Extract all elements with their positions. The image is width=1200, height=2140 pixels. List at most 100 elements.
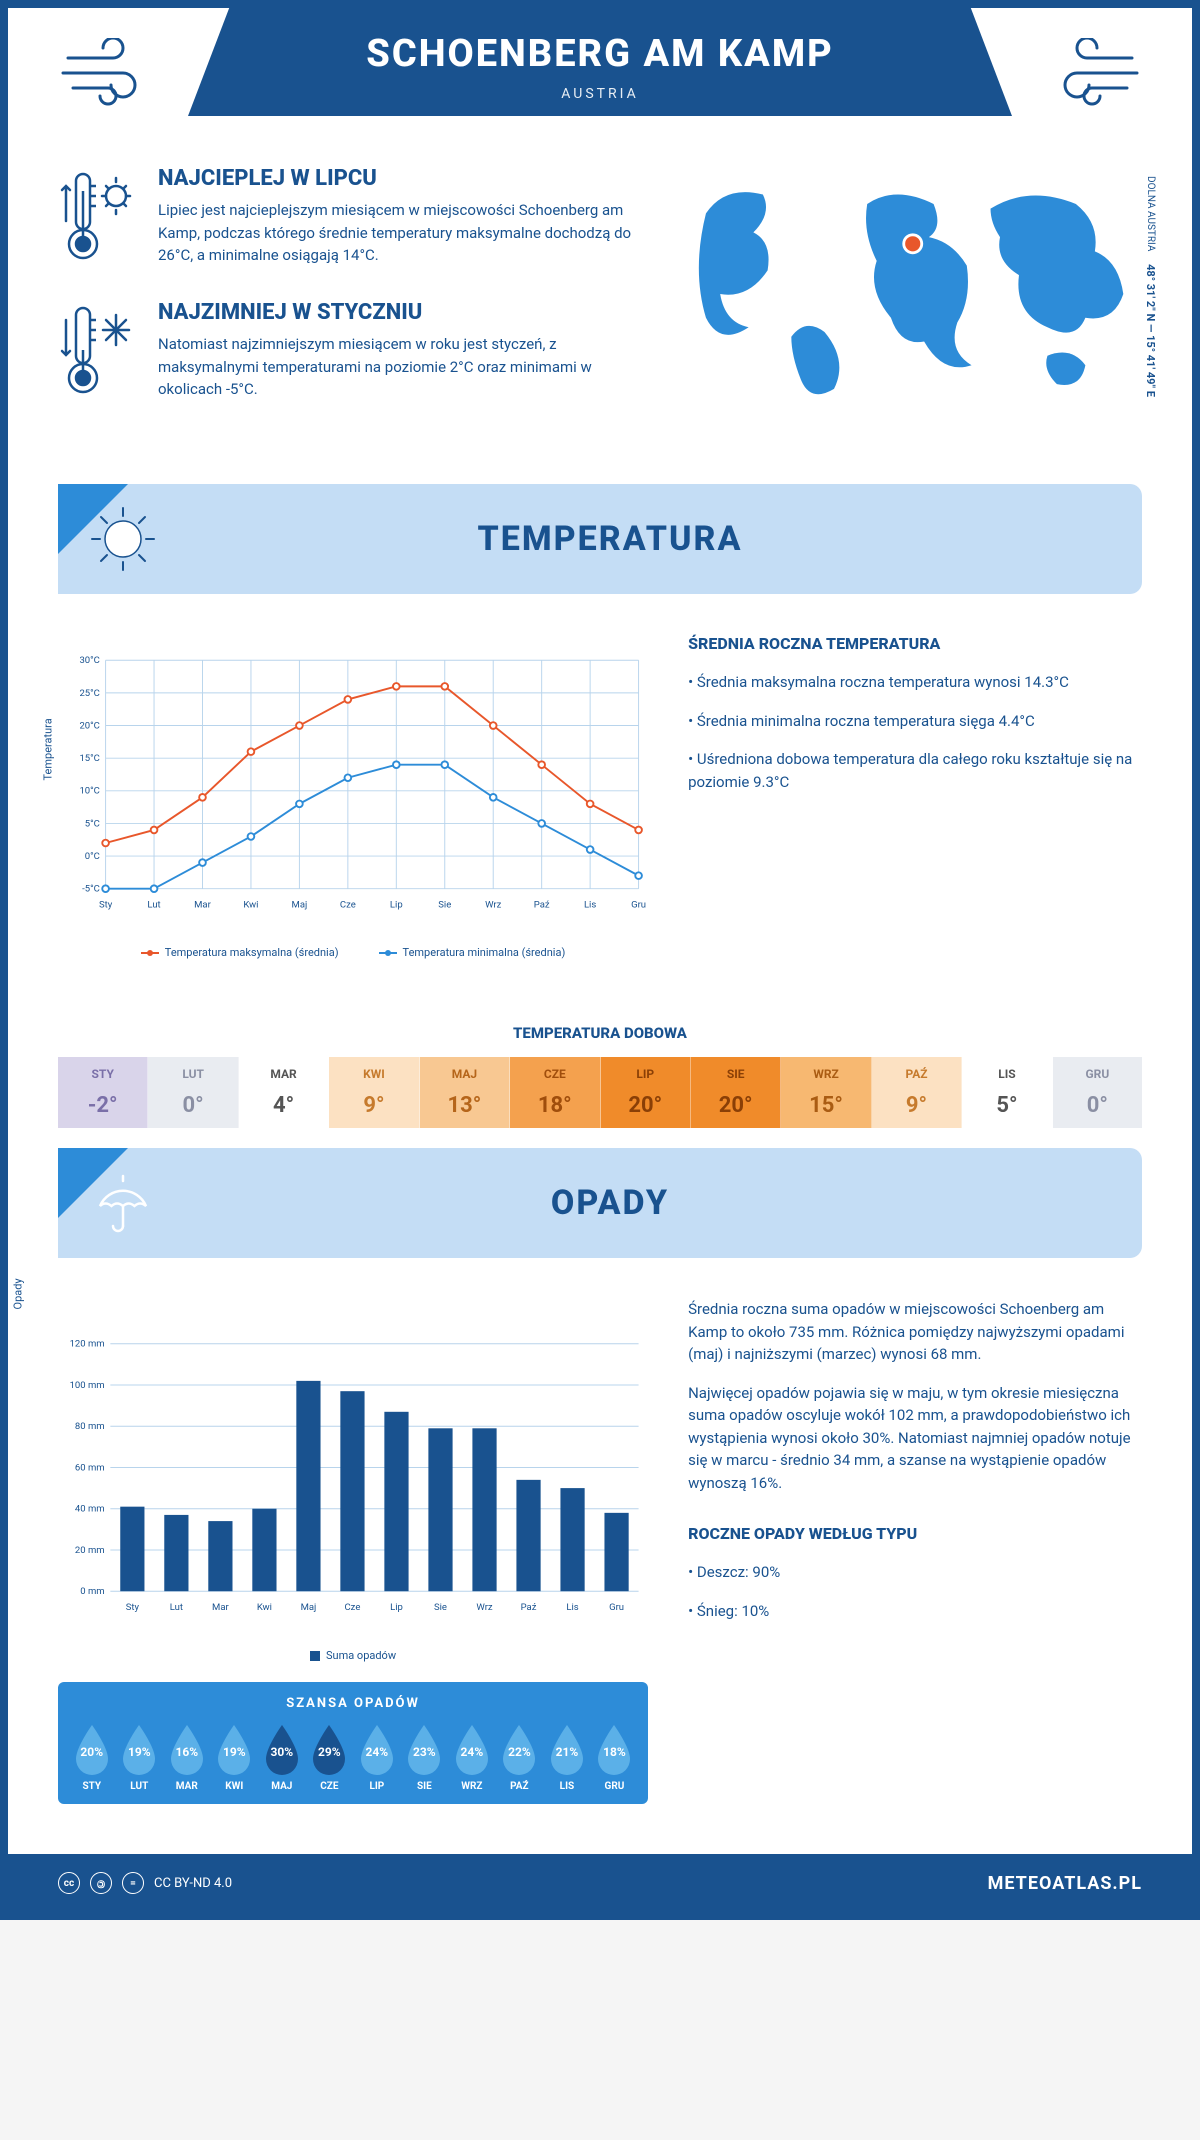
section-header-temperature: TEMPERATURA — [58, 484, 1142, 594]
coordinates: DOLNA AUSTRIA 48° 31' 2" N — 15° 41' 49"… — [1144, 176, 1157, 397]
location-title: SCHOENBERG AM KAMP — [248, 32, 952, 76]
svg-text:Lut: Lut — [170, 1602, 183, 1613]
sun-icon — [88, 504, 158, 574]
svg-text:100 mm: 100 mm — [70, 1380, 105, 1391]
fact-warm-text: Lipiec jest najcieplejszym miesiącem w m… — [158, 199, 638, 267]
info-bullet: • Średnia maksymalna roczna temperatura … — [688, 671, 1142, 694]
rain-drop: 24%WRZ — [448, 1723, 496, 1792]
svg-text:Kwi: Kwi — [243, 900, 258, 911]
fact-warmest: NAJCIEPLEJ W LIPCU Lipiec jest najcieple… — [58, 166, 638, 270]
svg-text:0°C: 0°C — [85, 851, 100, 862]
svg-text:30°C: 30°C — [79, 655, 99, 666]
daily-cell: PAŹ9° — [872, 1057, 962, 1128]
daily-temp-title: TEMPERATURA DOBOWA — [8, 1024, 1192, 1042]
svg-text:-5°C: -5°C — [82, 884, 100, 895]
svg-text:Lis: Lis — [566, 1602, 578, 1613]
daily-cell: MAJ13° — [420, 1057, 510, 1128]
precipitation-info: Średnia roczna suma opadów w miejscowośc… — [688, 1298, 1142, 1638]
daily-cell: LIP20° — [601, 1057, 691, 1128]
svg-text:Sie: Sie — [434, 1602, 447, 1613]
svg-text:Paź: Paź — [521, 1602, 537, 1613]
svg-text:120 mm: 120 mm — [70, 1339, 105, 1350]
svg-text:Lis: Lis — [584, 900, 596, 911]
svg-text:Gru: Gru — [609, 1602, 624, 1613]
svg-text:10°C: 10°C — [79, 786, 99, 797]
rain-drop: 19%LUT — [116, 1723, 164, 1792]
svg-text:Cze: Cze — [340, 900, 356, 911]
thermometer-snow-icon — [58, 300, 138, 404]
title-block: SCHOENBERG AM KAMP AUSTRIA — [188, 8, 1012, 116]
svg-text:Maj: Maj — [301, 1602, 317, 1613]
rain-drop: 21%LIS — [543, 1723, 591, 1792]
svg-text:Kwi: Kwi — [257, 1602, 272, 1613]
chart-legend: Temperatura maksymalna (średnia) Tempera… — [58, 946, 648, 959]
fact-cold-text: Natomiast najzimniejszym miesiącem w rok… — [158, 333, 638, 401]
daily-cell: LIS5° — [962, 1057, 1052, 1128]
svg-text:Wrz: Wrz — [476, 1602, 493, 1613]
svg-text:15°C: 15°C — [79, 753, 99, 764]
daily-cell: MAR4° — [239, 1057, 329, 1128]
temperature-heading: TEMPERATURA — [188, 519, 1112, 559]
daily-cell: WRZ15° — [781, 1057, 871, 1128]
svg-text:Mar: Mar — [212, 1602, 229, 1613]
precipitation-heading: OPADY — [188, 1183, 1112, 1223]
svg-text:0 mm: 0 mm — [80, 1586, 104, 1597]
svg-text:20°C: 20°C — [79, 720, 99, 731]
temperature-line-chart: Temperatura -5°C0°C5°C10°C15°C20°C25°C30… — [58, 634, 648, 974]
info-bullet: • Śnieg: 10% — [688, 1600, 1142, 1623]
wind-icon-left — [58, 38, 158, 112]
daily-cell: KWI9° — [329, 1057, 419, 1128]
svg-text:40 mm: 40 mm — [75, 1504, 105, 1515]
daily-cell: SIE20° — [691, 1057, 781, 1128]
svg-text:80 mm: 80 mm — [75, 1421, 105, 1432]
svg-text:Gru: Gru — [631, 900, 646, 911]
rain-drop: 30%MAJ — [258, 1723, 306, 1792]
svg-text:60 mm: 60 mm — [75, 1462, 105, 1473]
svg-text:Sie: Sie — [438, 900, 451, 911]
nd-icon: = — [122, 1872, 144, 1894]
svg-text:Lut: Lut — [147, 900, 160, 911]
rain-drop: 24%LIP — [353, 1723, 401, 1792]
world-map — [668, 166, 1142, 413]
rain-drop: 16%MAR — [163, 1723, 211, 1792]
footer: cc 🄯 = CC BY-ND 4.0 METEOATLAS.PL — [8, 1854, 1192, 1912]
svg-text:25°C: 25°C — [79, 688, 99, 699]
section-header-precipitation: OPADY — [58, 1148, 1142, 1258]
svg-text:Cze: Cze — [345, 1602, 361, 1613]
svg-text:5°C: 5°C — [85, 818, 100, 829]
thermometer-sun-icon — [58, 166, 138, 270]
svg-text:Mar: Mar — [194, 900, 211, 911]
rain-drop: 23%SIE — [401, 1723, 449, 1792]
svg-text:Lip: Lip — [390, 1602, 403, 1613]
info-bullet: • Uśredniona dobowa temperatura dla całe… — [688, 748, 1142, 793]
precipitation-bar-chart: Opady 0 mm20 mm40 mm60 mm80 mm100 mm120 … — [58, 1298, 648, 1662]
daily-cell: STY-2° — [58, 1057, 148, 1128]
info-bullet: • Deszcz: 90% — [688, 1561, 1142, 1584]
fact-warm-title: NAJCIEPLEJ W LIPCU — [158, 166, 638, 191]
rain-drop: 20%STY — [68, 1723, 116, 1792]
wind-icon-right — [1042, 38, 1142, 112]
site-name: METEOATLAS.PL — [988, 1873, 1142, 1894]
country-label: AUSTRIA — [248, 86, 952, 102]
license: cc 🄯 = CC BY-ND 4.0 — [58, 1872, 232, 1894]
svg-text:Wrz: Wrz — [485, 900, 502, 911]
infographic-page: SCHOENBERG AM KAMP AUSTRIA — [0, 0, 1200, 1920]
by-icon: 🄯 — [90, 1872, 112, 1894]
intro-section: NAJCIEPLEJ W LIPCU Lipiec jest najcieple… — [8, 136, 1192, 464]
rain-drop: 22%PAŹ — [496, 1723, 544, 1792]
svg-text:Sty: Sty — [99, 900, 113, 911]
svg-text:Paź: Paź — [534, 900, 550, 911]
fact-cold-title: NAJZIMNIEJ W STYCZNIU — [158, 300, 638, 325]
daily-cell: GRU0° — [1053, 1057, 1142, 1128]
svg-text:Maj: Maj — [292, 900, 308, 911]
daily-cell: CZE18° — [510, 1057, 600, 1128]
daily-temp-table: STY-2°LUT0°MAR4°KWI9°MAJ13°CZE18°LIP20°S… — [58, 1057, 1142, 1128]
header: SCHOENBERG AM KAMP AUSTRIA — [8, 8, 1192, 136]
rain-chance: SZANSA OPADÓW 20%STY19%LUT16%MAR19%KWI30… — [58, 1682, 648, 1804]
temperature-info: ŚREDNIA ROCZNA TEMPERATURA • Średnia mak… — [688, 634, 1142, 809]
svg-text:20 mm: 20 mm — [75, 1545, 105, 1556]
svg-text:Lip: Lip — [390, 900, 403, 911]
rain-drop: 29%CZE — [306, 1723, 354, 1792]
rain-drop: 19%KWI — [211, 1723, 259, 1792]
cc-icon: cc — [58, 1872, 80, 1894]
